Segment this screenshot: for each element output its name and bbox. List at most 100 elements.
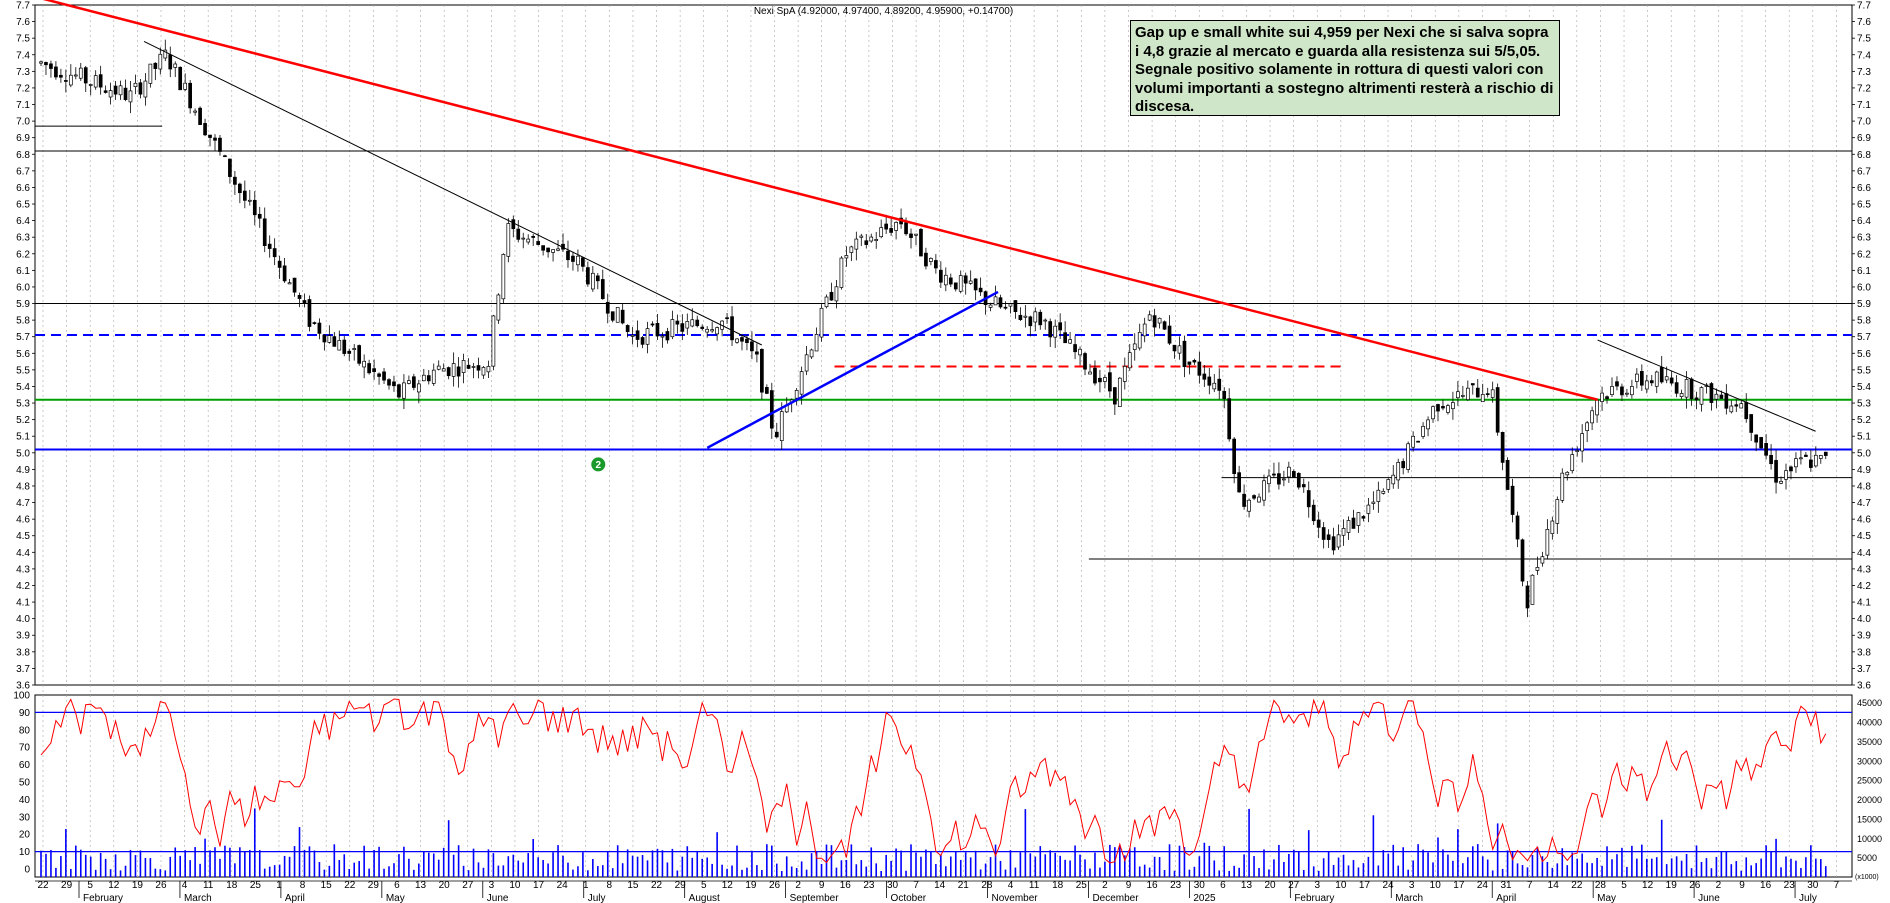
volume-bar [462,865,465,877]
candle-body [173,63,178,68]
candle-body [620,309,625,324]
candle-body [1068,339,1072,344]
price-axis-label-left: 6.5 [16,200,30,211]
volume-bar [1526,867,1529,877]
price-axis-label-left: 6.4 [16,216,30,227]
candle-body [416,383,421,393]
volume-bar [1700,861,1703,877]
volume-bar [1297,851,1300,877]
volume-bar [70,868,72,877]
volume-bar [1079,854,1081,877]
price-axis-label-left: 4.4 [16,548,30,559]
candle-body [665,331,670,341]
candle-body [342,339,347,354]
candle-body [760,349,764,393]
date-tick-label: 3 [489,880,495,891]
volume-bar [1536,846,1539,877]
candle-body [1282,478,1286,481]
candle-body [829,291,834,301]
candle-body [1038,311,1043,326]
candle-body [1436,404,1440,412]
candle-body [1182,340,1187,368]
price-axis-label-right: 6.7 [1857,166,1871,177]
candle-body [402,382,406,399]
volume-bar [1805,857,1807,877]
volume-bar [273,865,276,877]
price-axis-label-right: 6.9 [1857,133,1871,144]
volume-bar [388,866,390,877]
candle-body [108,90,113,98]
candle-body [929,258,933,262]
volume-bar [1044,854,1047,877]
date-tick-label: 16 [840,880,852,891]
price-axis-label-left: 4.7 [16,498,30,509]
volume-bar [1198,856,1201,877]
volume-bar [99,852,102,877]
price-axis-label-left: 6.8 [16,150,30,161]
candle-body [551,249,555,253]
date-tick-label: 23 [1784,880,1796,891]
volume-bar [1725,851,1728,877]
candle-body [650,323,655,326]
volume-bar [517,860,520,877]
candle-body [163,49,168,59]
candle-body [1610,386,1614,395]
price-axis-label-left: 5.7 [16,332,30,343]
candle-body [1187,361,1192,365]
volume-bar [766,844,768,877]
volume-bar [1665,864,1668,877]
candle-body [645,328,650,345]
candle-body [88,84,93,86]
volume-bar [1685,854,1688,877]
volume-bar [537,857,539,877]
candle-body [1515,515,1520,540]
volume-bar [1223,846,1226,877]
volume-bar [1571,852,1574,877]
volume-bar [1332,864,1335,877]
volume-bar [1268,869,1270,877]
chart-title: Nexi SpA (4.92000, 4.97400, 4.89200, 4.9… [754,6,1013,17]
volume-bar [1586,862,1588,877]
candle-body [874,239,879,241]
volume-bar [1074,845,1076,877]
volume-bar [1800,867,1802,877]
month-label: September [790,893,840,903]
candle-body [556,248,560,251]
candle-body [491,315,496,367]
volume-bar [1084,859,1086,877]
oscillator-axis-label: 100 [13,691,30,702]
date-tick-label: 7 [913,880,919,891]
volume-bar [1720,851,1723,877]
candle-body [1719,394,1724,399]
price-axis-label-left: 5.1 [16,432,30,443]
volume-bar [1203,842,1206,877]
volume-bar [562,855,564,877]
volume-bar [601,865,604,877]
price-axis-label-right: 5.3 [1857,399,1871,410]
date-tick-label: 14 [1548,880,1560,891]
price-axis-label-left: 6.2 [16,249,30,260]
date-tick-label: 20 [1265,880,1277,891]
date-tick-label: 28 [1595,880,1607,891]
candle-body [1117,377,1122,407]
candle-body [1649,380,1654,384]
oscillator-axis-label: 0 [24,865,30,876]
candle-body [78,67,83,79]
price-axis-label-right: 4.1 [1857,598,1871,609]
volume-bar [189,860,191,877]
volume-bar [427,852,430,877]
price-axis-label-left: 6.9 [16,133,30,144]
candle-body [1132,343,1137,350]
candle-body [113,85,118,95]
candle-body [257,213,262,219]
volume-bar [1670,858,1673,877]
volume-bar [1655,857,1658,877]
candle-body [1033,311,1038,323]
price-axis-label-left: 5.2 [16,415,30,426]
candle-body [1799,457,1803,460]
candle-body [397,384,401,398]
volume-bar [974,850,977,877]
volume-bar [1208,845,1211,877]
month-label: 2025 [1193,893,1216,903]
candle-body [1659,367,1664,383]
